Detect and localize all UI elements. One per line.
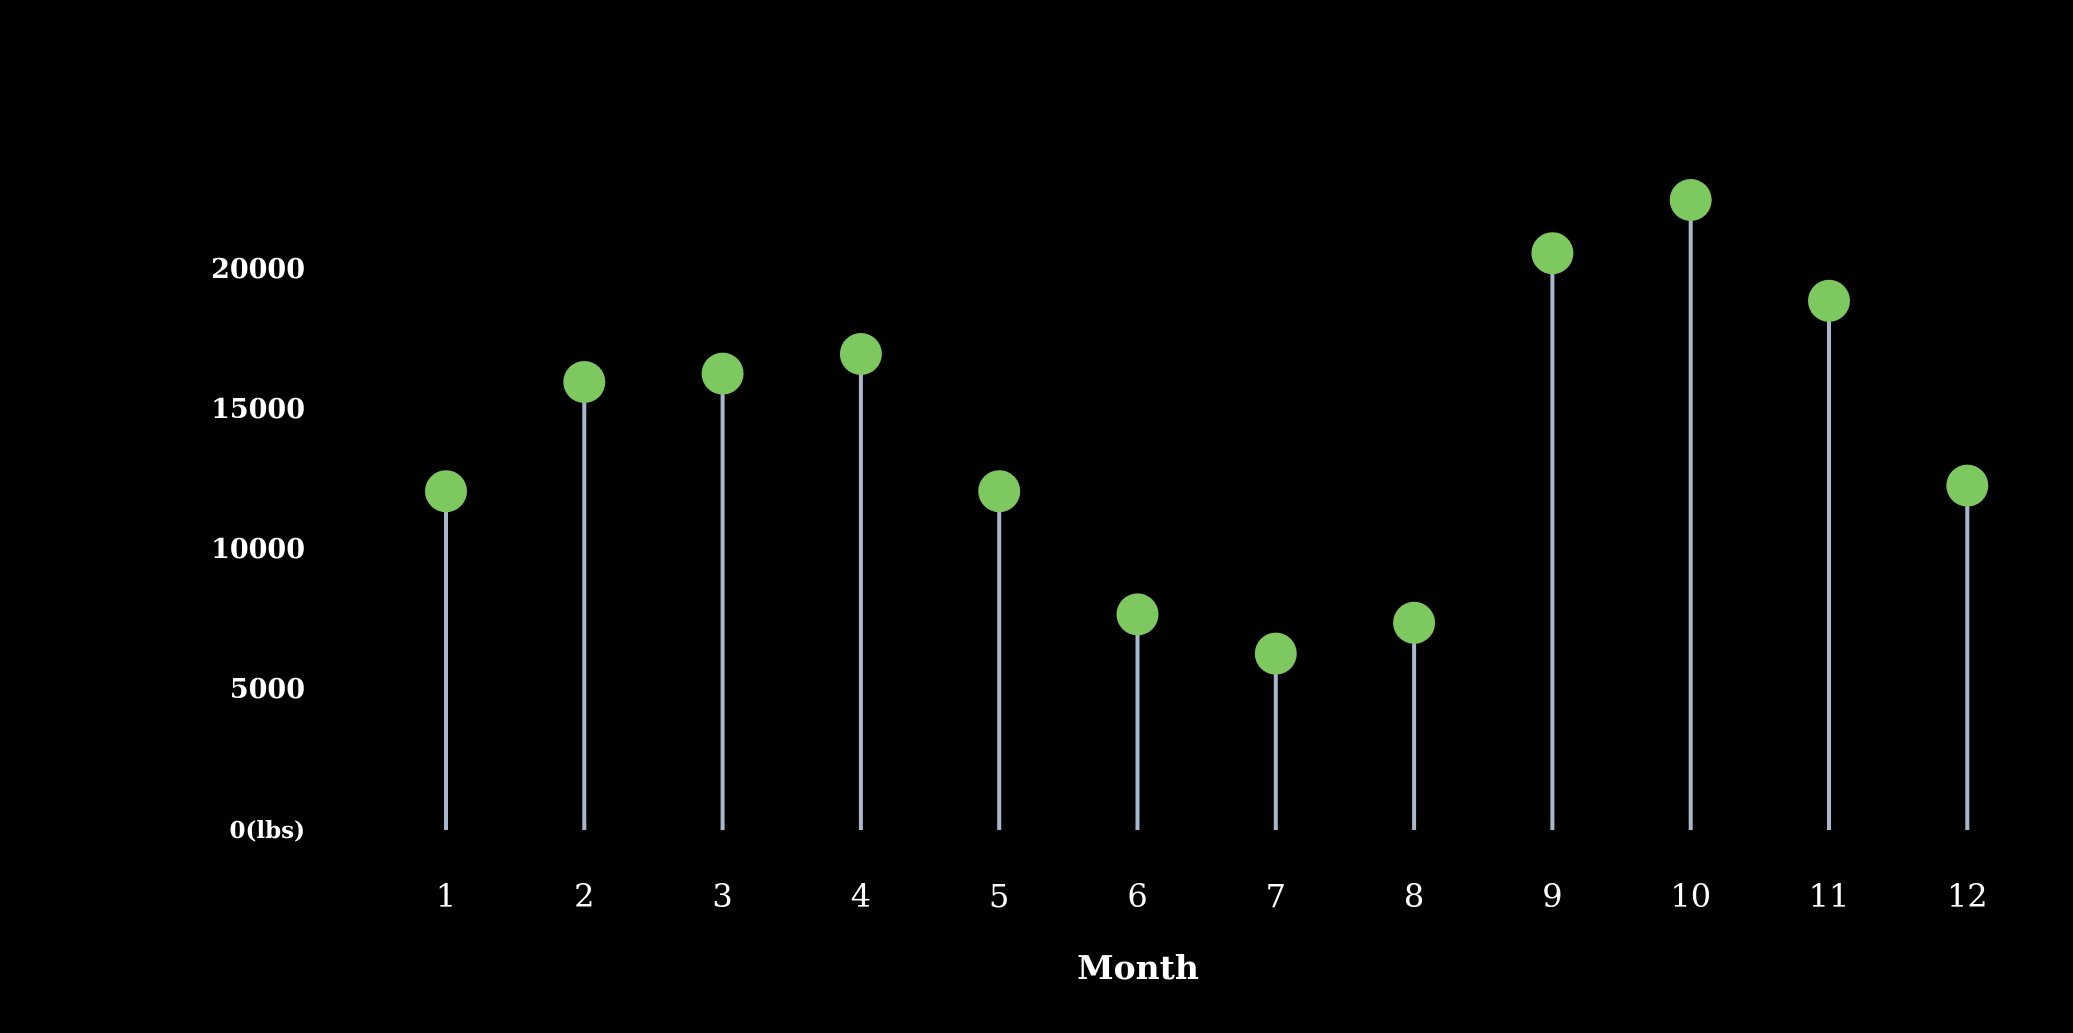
- lollipop-marker: [1393, 601, 1436, 644]
- lollipop-marker: [1669, 179, 1712, 221]
- lollipop-marker: [1946, 464, 1989, 507]
- x-tick-label: 10: [1670, 877, 1711, 915]
- lollipop-marker: [701, 352, 744, 395]
- x-tick-label: 9: [1542, 877, 1562, 915]
- x-tick-label: 4: [851, 877, 871, 915]
- x-tick-label: 6: [1127, 877, 1147, 915]
- y-tick-label: 10000: [211, 534, 305, 565]
- lollipop-marker: [1808, 279, 1850, 322]
- stems-group: [444, 200, 1970, 830]
- x-tick-label: 7: [1266, 877, 1286, 915]
- y-tick-label: 15000: [211, 394, 305, 425]
- lollipop-marker: [1116, 593, 1159, 636]
- x-axis-label: Month: [1077, 948, 1199, 987]
- x-tick-label: 11: [1809, 877, 1850, 915]
- x-tick-label: 12: [1947, 877, 1988, 915]
- lollipop-marker: [425, 470, 467, 513]
- y-tick-label: 20000: [211, 254, 305, 285]
- y-axis-ticks: 0(lbs) 5000 10000 15000 20000: [211, 254, 305, 844]
- lollipop-marker: [839, 333, 882, 375]
- x-tick-label: 1: [436, 877, 456, 915]
- lollipop-marker: [1254, 632, 1297, 675]
- x-tick-label: 2: [574, 877, 594, 915]
- x-tick-label: 5: [989, 877, 1009, 915]
- markers-group: [425, 179, 1989, 675]
- y-tick-label: 0(lbs): [229, 817, 305, 844]
- lollipop-marker: [563, 361, 606, 403]
- x-tick-label: 3: [712, 877, 732, 915]
- lollipop-marker: [1531, 232, 1574, 275]
- x-tick-label: 8: [1404, 877, 1424, 915]
- x-axis-ticks: 1 2 3 4 5 6 7 8 9 10 11 12: [436, 877, 1988, 915]
- y-tick-label: 5000: [230, 674, 305, 705]
- lollipop-marker: [978, 470, 1021, 513]
